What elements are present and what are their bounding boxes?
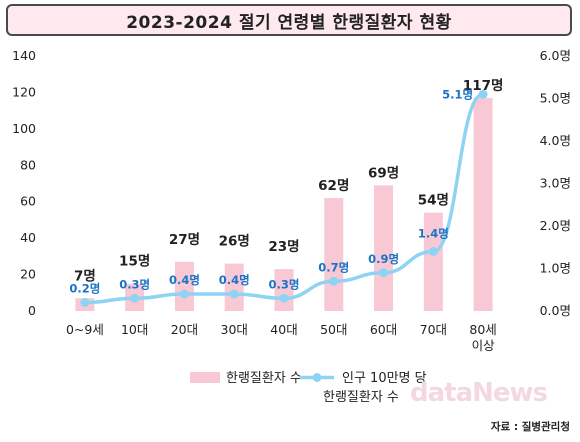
legend-line-label: 인구 10만명 당 한랭질환자 수 [323,371,427,405]
bar-value-label: 26명 [219,233,250,250]
x-tick-label: 60대 [370,322,397,337]
rate-point [229,289,239,299]
rate-line [84,92,484,305]
rate-point [179,289,189,299]
x-tick-label: 50대 [320,322,347,337]
rate-value-label: 0.4명 [169,273,200,287]
rate-value-label: 5.1명 [442,87,473,101]
chart-title-bar: 2023-2024 절기 연령별 한랭질환자 현황 [6,4,572,36]
y-left-tick-label: 40 [20,230,36,245]
y-left-tick-label: 80 [20,157,36,172]
bar-value-label: 15명 [119,253,150,270]
y-right-tick-label: 2.0명 [540,218,571,233]
x-tick-label: 70대 [420,322,447,337]
y-right-tick-label: 4.0명 [540,133,571,148]
bar [473,97,493,312]
rate-point [329,276,339,286]
bar-value-label: 62명 [318,177,349,194]
bar [224,263,244,311]
rate-point [478,89,488,99]
rate-point [379,268,389,278]
rate-point [279,293,289,303]
bar-value-label: 23명 [268,238,299,255]
y-right-tick-label: 0.0명 [540,303,571,318]
x-tick-label: 0~9세 [66,322,104,337]
bar [324,198,344,311]
x-tick-label: 20대 [171,322,198,337]
bar [374,185,394,311]
y-right-tick-label: 1.0명 [540,261,571,276]
source-note: 자료 : 질병관리청 [490,421,570,433]
y-right-tick-label: 5.0명 [540,91,571,106]
rate-value-label: 0.4명 [219,273,250,287]
bar-value-label: 54명 [418,192,449,209]
rate-point [80,298,90,307]
rate-value-label: 0.3명 [269,277,300,291]
rate-value-label: 0.7명 [318,260,349,274]
y-right-tick-label: 6.0명 [540,48,571,63]
bar-value-label: 27명 [169,231,200,248]
y-left-tick-label: 20 [20,267,36,282]
legend-bar-swatch [190,372,220,383]
x-tick-label: 40대 [270,322,297,337]
y-left-tick-label: 140 [12,48,36,63]
x-tick-label: 80세 이상 [469,322,496,353]
bar [423,212,443,311]
rate-value-label: 0.2명 [69,282,100,296]
rate-point [130,293,140,303]
chart-title: 2023-2024 절기 연령별 한랭질환자 현황 [126,12,452,33]
x-tick-label: 10대 [121,322,148,337]
y-left-tick-label: 0 [28,303,36,318]
y-right-tick-label: 3.0명 [540,176,571,191]
bar-value-label: 117명 [463,77,504,94]
legend-line-marker [312,373,322,382]
bar-value-label: 7명 [74,267,96,284]
y-left-tick-label: 60 [20,194,36,209]
bar [174,261,194,311]
rate-point [428,247,438,256]
rate-value-label: 0.3명 [119,277,150,291]
legend-bar-label: 한랭질환자 수 [226,371,302,386]
bar [274,269,294,311]
bar-value-label: 69명 [368,164,399,181]
x-tick-label: 30대 [221,322,248,337]
rate-value-label: 1.4명 [418,227,449,241]
y-left-tick-label: 100 [12,121,36,136]
watermark: dataNews [410,378,548,408]
rate-value-label: 0.9명 [368,252,399,266]
y-left-tick-label: 120 [12,84,36,99]
